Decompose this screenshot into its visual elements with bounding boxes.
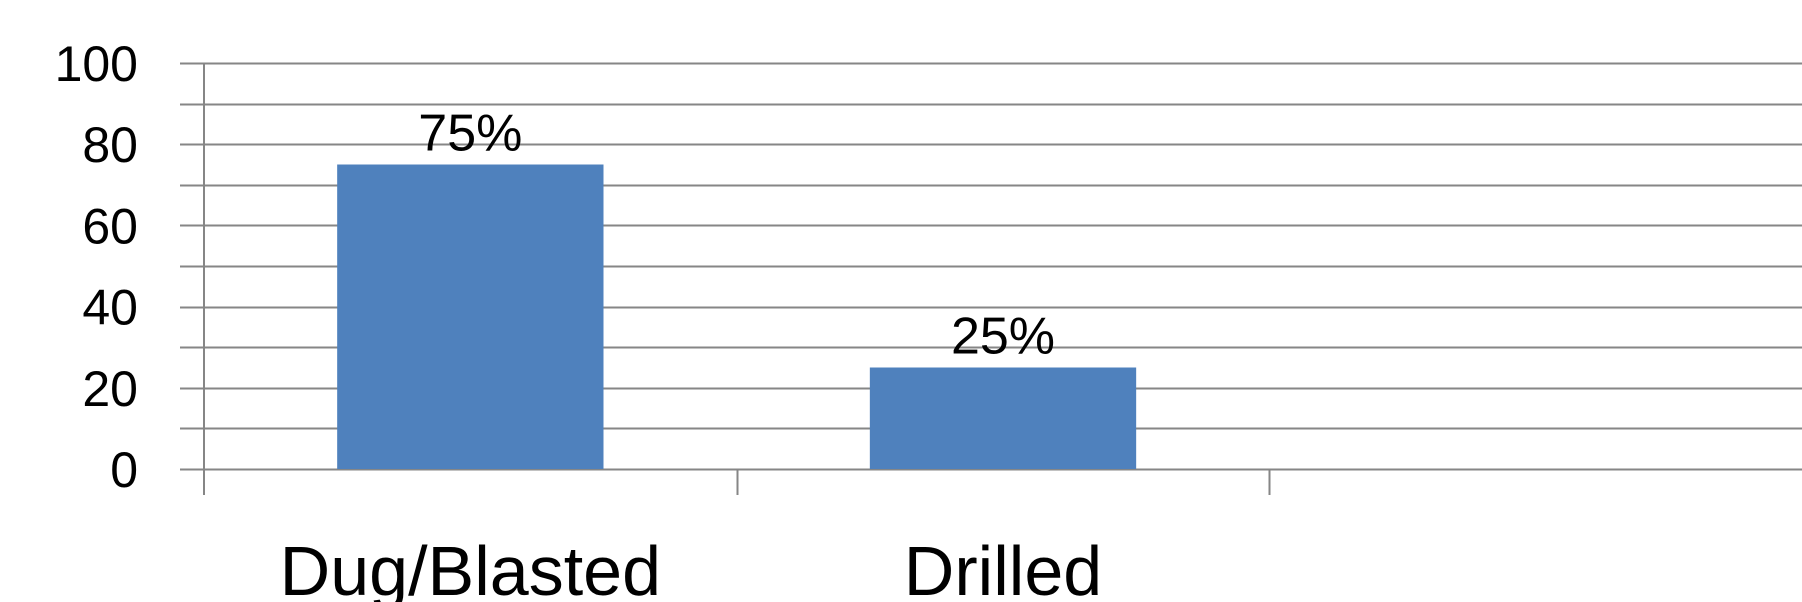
y-tick-label-0: 0 <box>110 442 138 498</box>
y-tick-label-80: 80 <box>82 117 138 173</box>
y-tick-label-100: 100 <box>55 36 138 92</box>
y-tick-label-40: 40 <box>82 280 138 336</box>
labels: 0 20 40 60 80 100 75% Dug/Blasted 25% Drilled <box>55 36 1103 602</box>
data-label: 75% <box>418 105 522 163</box>
axes <box>203 63 1271 495</box>
y-tick-label-20: 20 <box>82 361 138 417</box>
x-category-label: Dug/Blasted <box>280 532 661 602</box>
bar-dug-blasted <box>337 164 604 469</box>
x-category-label: Drilled <box>904 532 1102 602</box>
bar-drilled <box>869 367 1137 469</box>
y-tick-label-60: 60 <box>82 198 138 254</box>
data-label: 25% <box>951 308 1055 366</box>
bars <box>337 164 1137 469</box>
